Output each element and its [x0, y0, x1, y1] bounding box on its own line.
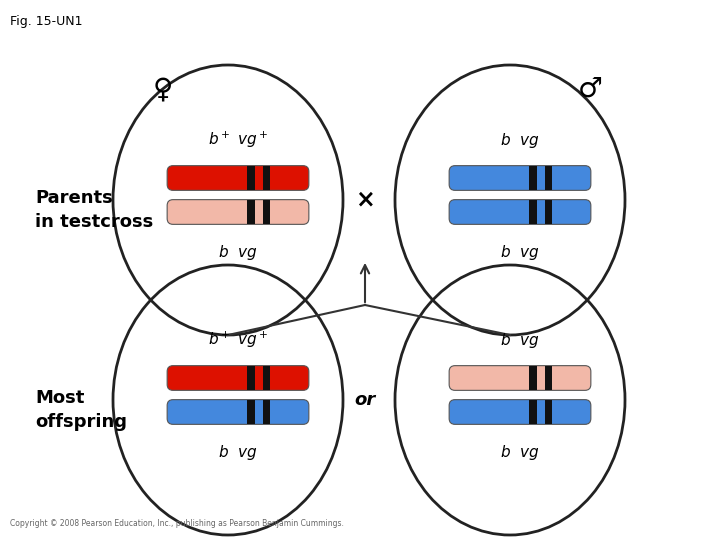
Bar: [529, 400, 536, 424]
Text: $b\ \ vg$: $b\ \ vg$: [500, 131, 540, 150]
Text: ×: ×: [355, 188, 375, 212]
FancyBboxPatch shape: [167, 166, 309, 191]
Bar: [263, 400, 270, 424]
Text: Copyright © 2008 Pearson Education, Inc., publishing as Pearson Benjamin Cumming: Copyright © 2008 Pearson Education, Inc.…: [10, 519, 344, 528]
FancyBboxPatch shape: [449, 366, 591, 390]
Text: $b^+\ vg^+$: $b^+\ vg^+$: [207, 330, 269, 350]
Bar: [529, 166, 536, 190]
Text: $b\ \ vg$: $b\ \ vg$: [500, 330, 540, 349]
Bar: [545, 166, 552, 190]
Bar: [248, 200, 255, 224]
Text: ♂: ♂: [577, 75, 603, 103]
Bar: [248, 366, 255, 390]
Text: $b\ \ vg$: $b\ \ vg$: [218, 442, 258, 462]
Text: $b\ \ vg$: $b\ \ vg$: [500, 442, 540, 462]
Text: Fig. 15-UN1: Fig. 15-UN1: [10, 15, 83, 28]
Bar: [545, 200, 552, 224]
Text: $b\ \ vg$: $b\ \ vg$: [218, 242, 258, 261]
Bar: [529, 200, 536, 224]
FancyBboxPatch shape: [167, 200, 309, 224]
Text: ♀: ♀: [153, 75, 174, 103]
Bar: [545, 400, 552, 424]
Bar: [248, 166, 255, 190]
FancyBboxPatch shape: [449, 166, 591, 191]
Text: $b^+\ vg^+$: $b^+\ vg^+$: [207, 130, 269, 150]
Bar: [248, 400, 255, 424]
FancyBboxPatch shape: [167, 400, 309, 424]
Bar: [545, 366, 552, 390]
FancyBboxPatch shape: [449, 400, 591, 424]
Bar: [263, 366, 270, 390]
Text: Parents
in testcross: Parents in testcross: [35, 189, 153, 231]
FancyBboxPatch shape: [167, 366, 309, 390]
Text: or: or: [354, 391, 376, 409]
Text: $b\ \ vg$: $b\ \ vg$: [500, 242, 540, 261]
Text: Most
offspring: Most offspring: [35, 389, 127, 431]
Bar: [529, 366, 536, 390]
Bar: [263, 166, 270, 190]
Bar: [263, 200, 270, 224]
FancyBboxPatch shape: [449, 200, 591, 224]
